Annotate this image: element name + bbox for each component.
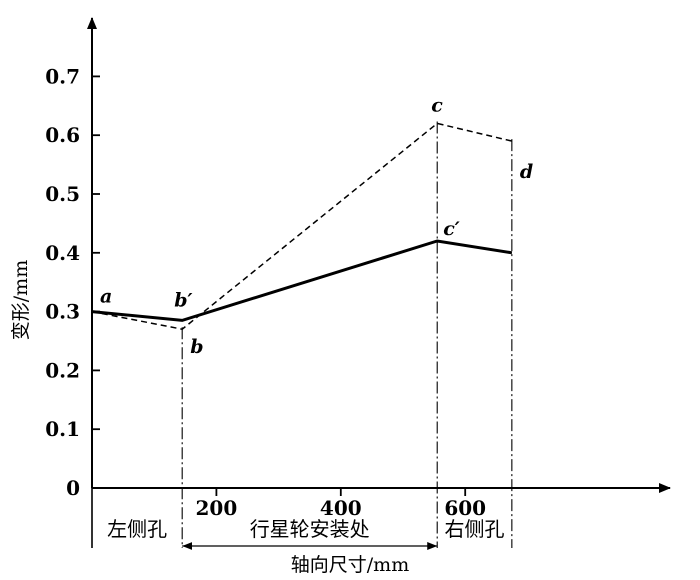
point-label: c′ xyxy=(443,218,460,240)
region-label: 行星轮安装处 xyxy=(250,517,370,541)
y-axis-title: 变形/mm xyxy=(10,260,32,340)
y-tick-label: 0.1 xyxy=(45,417,80,441)
tick-labels: 0 0.1 0.2 0.3 0.4 0.5 0.6 0.7 200 400 600 xyxy=(45,64,486,520)
y-tick-label: 0.6 xyxy=(45,123,80,147)
point-label: d xyxy=(520,161,533,183)
x-axis-title: 轴向尺寸/mm xyxy=(291,554,409,576)
axes xyxy=(87,17,671,493)
y-tick-label: 0.7 xyxy=(45,64,80,88)
y-tick-label: 0.2 xyxy=(45,358,80,382)
series-lines xyxy=(91,122,513,331)
x-tick-label: 600 xyxy=(444,496,486,520)
x-tick-label: 200 xyxy=(196,496,238,520)
y-tick-label: 0.5 xyxy=(45,182,80,206)
point-label: b xyxy=(190,336,203,358)
y-tick-label: 0 xyxy=(66,476,80,500)
x-tick-label: 400 xyxy=(320,496,362,520)
y-tick-label: 0.4 xyxy=(45,241,80,265)
region-label: 左侧孔 xyxy=(107,517,167,541)
solid-deformation-line xyxy=(91,239,513,322)
region-bar: 左侧孔 行星轮安装处 右侧孔 xyxy=(91,488,505,550)
point-label: b′ xyxy=(174,289,192,311)
y-tick-label: 0.3 xyxy=(45,300,80,324)
point-label: a xyxy=(100,286,112,308)
dashed-deformation-line xyxy=(91,122,513,331)
point-label: c xyxy=(431,94,443,116)
point-labels: a b′ c′ b c d xyxy=(100,94,533,358)
region-label: 右侧孔 xyxy=(445,517,505,541)
vertical-markers xyxy=(181,121,513,548)
